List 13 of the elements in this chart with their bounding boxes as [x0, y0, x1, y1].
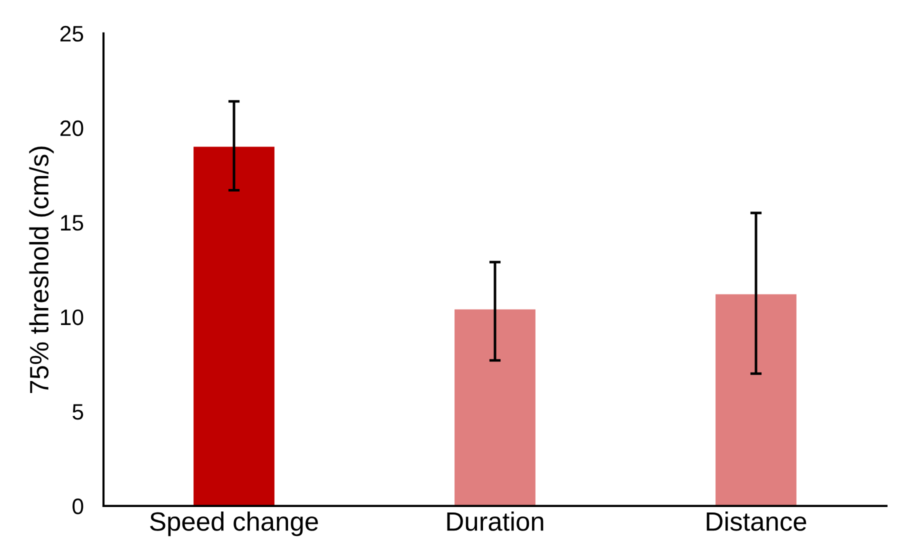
- y-tick-label: 10: [61, 309, 84, 326]
- x-tick-label: Speed change: [150, 512, 318, 536]
- y-tick-label: 15: [61, 215, 84, 231]
- x-tick-label: Duration: [447, 512, 544, 531]
- y-axis-title: 75% threshold (cm/s): [29, 146, 54, 393]
- y-tick-label: 25: [60, 26, 84, 42]
- x-tick-label: Distance: [706, 512, 806, 531]
- bar: [716, 294, 796, 506]
- bar: [454, 309, 536, 506]
- bar: [194, 146, 274, 506]
- y-tick-label: 0: [72, 498, 84, 514]
- y-tick-label: 5: [72, 404, 84, 420]
- y-tick-label: 20: [60, 120, 84, 136]
